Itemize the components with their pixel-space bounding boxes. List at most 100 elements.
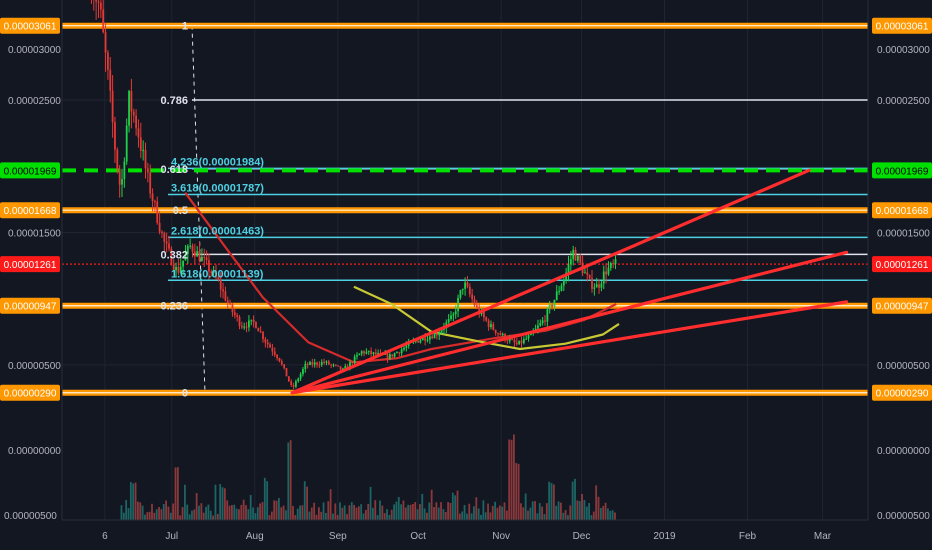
horizontal-levels[interactable] bbox=[62, 22, 868, 396]
candle-body bbox=[471, 294, 474, 300]
volume-bar bbox=[595, 485, 598, 520]
candle-body bbox=[276, 354, 279, 358]
candle-body bbox=[306, 363, 309, 365]
candle-body bbox=[527, 335, 530, 339]
candle-body bbox=[544, 320, 546, 322]
candle-body bbox=[142, 150, 145, 152]
candle-body bbox=[588, 274, 591, 279]
candle-body bbox=[351, 362, 354, 364]
trendline[interactable] bbox=[290, 168, 811, 395]
fib-level-label: 0 bbox=[182, 388, 188, 400]
volume-bar bbox=[456, 490, 459, 520]
candle-body bbox=[287, 376, 290, 382]
candle-body bbox=[518, 340, 521, 345]
volume-bar bbox=[252, 507, 254, 520]
candle-body bbox=[116, 149, 119, 170]
candle-body bbox=[450, 315, 452, 320]
volume-bar bbox=[508, 439, 511, 520]
candle-body bbox=[492, 324, 495, 330]
volume-bar bbox=[444, 511, 447, 520]
candle-body bbox=[139, 137, 142, 151]
candle-body bbox=[299, 373, 302, 379]
volume-bar bbox=[287, 442, 290, 520]
candle-body bbox=[522, 339, 525, 344]
volume-bar bbox=[529, 507, 532, 520]
price-tick-label-left: 0.00001500 bbox=[8, 228, 61, 239]
volume-bar bbox=[254, 513, 257, 520]
candle-body bbox=[497, 333, 499, 335]
volume-bar bbox=[538, 503, 541, 520]
candle-body bbox=[436, 333, 438, 336]
volume-bar bbox=[484, 512, 487, 520]
fib-extension-label: 3.618(0.00001787) bbox=[171, 182, 264, 194]
candle-body bbox=[372, 352, 375, 355]
candle-body bbox=[459, 290, 462, 298]
axes: 6 Jul Aug Sep Oct Nov Dec 2019 Feb Mar 0.00002500 0… bbox=[4, 0, 930, 542]
volume-bar bbox=[414, 502, 417, 520]
volume-bar bbox=[367, 503, 370, 520]
volume-bar bbox=[280, 507, 283, 520]
trendline[interactable] bbox=[290, 300, 849, 395]
volume-bar bbox=[567, 515, 569, 520]
fib-level-label: 0.786 bbox=[160, 95, 188, 107]
volume-bar bbox=[590, 515, 593, 520]
candle-body bbox=[553, 299, 556, 307]
price-badges: 0.00003061 0.00003061 0.00001969 0.00001969… bbox=[0, 17, 932, 401]
volume-bar bbox=[261, 502, 264, 520]
volume-bar bbox=[592, 511, 595, 520]
candle-body bbox=[165, 241, 168, 244]
candle-body bbox=[332, 364, 335, 366]
volume-bar bbox=[336, 515, 339, 520]
volume-bar bbox=[409, 504, 412, 520]
candle-body bbox=[511, 339, 514, 341]
volume-bar bbox=[353, 504, 356, 520]
candle-body bbox=[189, 245, 192, 247]
volume-bar bbox=[437, 507, 440, 520]
volume-bar bbox=[350, 502, 353, 520]
candle-body bbox=[466, 282, 469, 287]
candle-body bbox=[170, 248, 173, 265]
candle-body bbox=[577, 255, 579, 261]
volume-bar bbox=[125, 499, 128, 520]
volume-bar bbox=[569, 505, 572, 520]
candle-body bbox=[257, 327, 260, 332]
candle-body bbox=[595, 284, 598, 288]
candle-body bbox=[504, 333, 506, 341]
volume-bar bbox=[468, 503, 471, 520]
price-badge-left bbox=[0, 297, 60, 314]
candle-body bbox=[309, 362, 311, 365]
candle-body bbox=[483, 311, 485, 318]
volume-bar bbox=[141, 505, 144, 520]
candle-body bbox=[426, 339, 429, 341]
volume-bar bbox=[285, 510, 287, 520]
volume-bar bbox=[332, 513, 334, 520]
volume-bar bbox=[129, 482, 132, 520]
candle-body bbox=[95, 0, 98, 2]
candle-body bbox=[283, 364, 286, 369]
volume-bar bbox=[372, 507, 374, 520]
volume-bar bbox=[360, 504, 363, 520]
candle-body bbox=[513, 339, 516, 343]
candle-body bbox=[356, 355, 358, 357]
candle-body bbox=[346, 366, 349, 368]
volume-bar bbox=[607, 508, 609, 520]
date-tick-label: Mar bbox=[814, 531, 832, 542]
volume-bar bbox=[491, 505, 494, 520]
volume-bar bbox=[275, 500, 278, 520]
candle-body bbox=[179, 266, 182, 273]
volume-bar bbox=[249, 494, 252, 520]
volume-bar bbox=[313, 502, 316, 520]
trendline[interactable] bbox=[290, 250, 849, 395]
volume-bar bbox=[531, 501, 534, 520]
trendlines[interactable] bbox=[290, 168, 849, 395]
candle-body bbox=[525, 338, 528, 340]
price-badge-right bbox=[872, 17, 932, 34]
volume-bar bbox=[374, 500, 377, 520]
candle-body bbox=[363, 351, 365, 354]
volume-bar bbox=[574, 478, 576, 520]
volume-bar bbox=[550, 482, 553, 520]
candle-body bbox=[438, 332, 441, 336]
volume-bar bbox=[148, 511, 151, 520]
candle-body bbox=[130, 90, 133, 112]
